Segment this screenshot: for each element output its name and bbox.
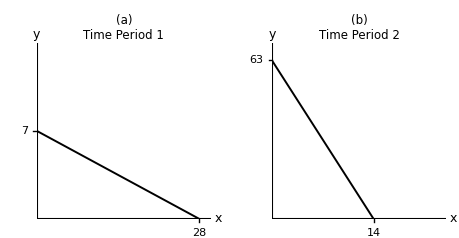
Text: x: x (214, 213, 221, 225)
Text: 14: 14 (366, 228, 380, 238)
Title: (a)
Time Period 1: (a) Time Period 1 (83, 14, 164, 42)
Text: x: x (449, 213, 456, 225)
Title: (b)
Time Period 2: (b) Time Period 2 (318, 14, 399, 42)
Text: 28: 28 (192, 228, 206, 238)
Text: 7: 7 (21, 126, 28, 136)
Text: 63: 63 (249, 55, 263, 65)
Text: y: y (268, 28, 275, 41)
Text: y: y (33, 28, 40, 41)
